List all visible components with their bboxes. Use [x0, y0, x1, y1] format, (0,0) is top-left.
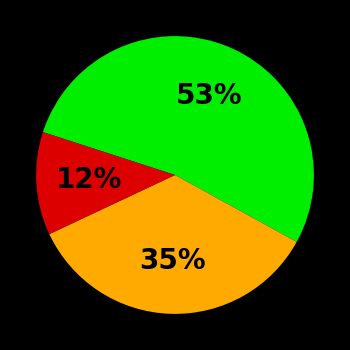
Wedge shape [43, 36, 314, 242]
Wedge shape [36, 132, 175, 234]
Wedge shape [49, 175, 297, 314]
Text: 12%: 12% [56, 166, 122, 194]
Text: 53%: 53% [176, 82, 243, 110]
Text: 35%: 35% [139, 247, 205, 275]
